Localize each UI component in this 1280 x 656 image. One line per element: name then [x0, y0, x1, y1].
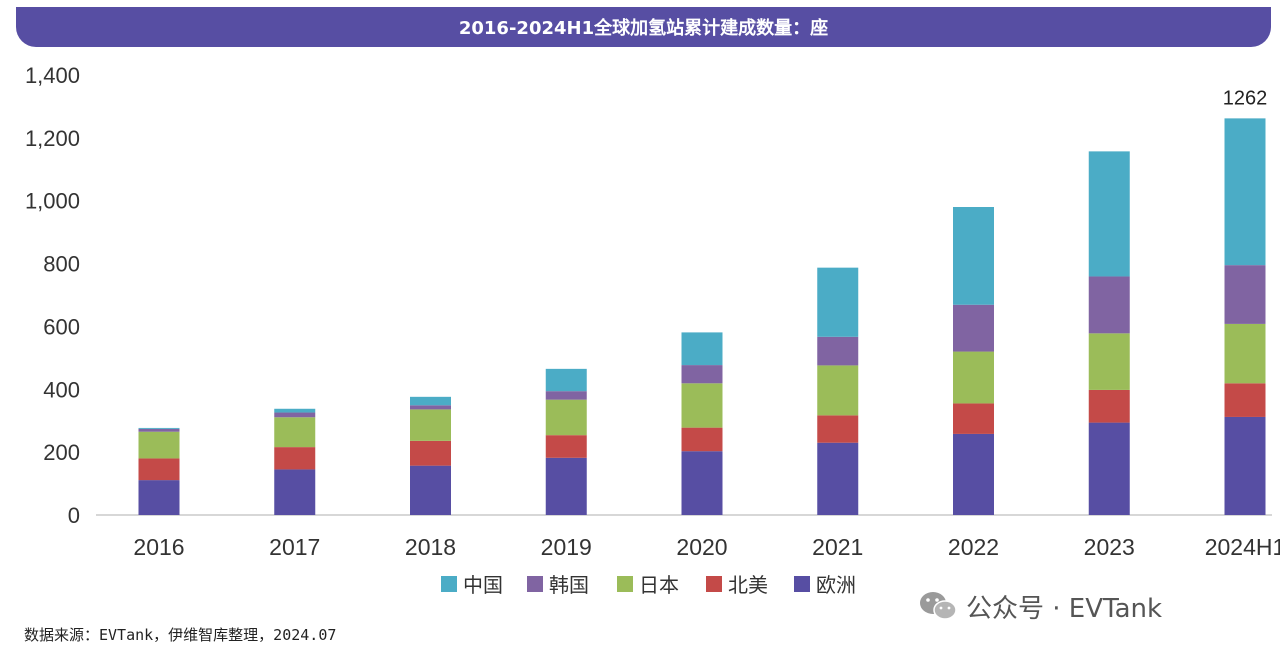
y-tick-label: 400: [43, 377, 80, 402]
bar-segment: [138, 480, 180, 515]
bar-segment: [817, 365, 859, 416]
x-tick-label: 2021: [812, 534, 863, 560]
bar-segment: [1224, 323, 1266, 384]
bar-segment: [410, 405, 451, 410]
x-tick-label: 2019: [541, 534, 592, 560]
y-tick-label: 1,000: [25, 189, 80, 214]
bar-segment: [1224, 416, 1266, 515]
legend-swatch: [706, 576, 722, 592]
bar-segment: [138, 431, 180, 459]
bar-segment: [681, 451, 723, 515]
bar-segment: [274, 417, 316, 448]
chart-title: 2016-2024H1全球加氢站累计建成数量：座: [16, 7, 1271, 47]
bar-segment: [410, 396, 451, 406]
bar-segment: [1088, 389, 1130, 423]
legend-label: 北美: [728, 573, 768, 597]
bar-segment: [681, 427, 723, 452]
y-tick-label: 0: [68, 503, 80, 528]
bar-segment: [817, 267, 859, 337]
bar-segment: [953, 304, 994, 352]
legend-swatch: [527, 576, 543, 592]
bar-segment: [1088, 422, 1130, 515]
bar-segment: [138, 458, 180, 481]
bar-segment: [1224, 118, 1266, 266]
bar-segment: [681, 332, 723, 366]
bar-segment: [545, 399, 587, 436]
bar-segment: [817, 415, 859, 443]
bar-segment: [274, 469, 316, 515]
bar-segment: [1088, 151, 1130, 277]
stacked-bar-chart: 0 200 400 600 800 1,000 1,200 1,400 2016 2017 2018…: [25, 63, 1280, 597]
bar-segment: [274, 447, 316, 470]
x-tick-label: 2023: [1084, 534, 1135, 560]
bar-segment: [274, 408, 316, 413]
x-tick-label: 2020: [676, 534, 727, 560]
x-tick-label: 2016: [133, 534, 184, 560]
legend-swatch: [794, 576, 810, 592]
data-label: 1262: [1223, 87, 1268, 109]
wechat-account-label: 公众号 · EVTank: [966, 593, 1163, 624]
bar-segment: [274, 412, 316, 418]
bar-segment: [953, 433, 994, 515]
x-tick-label: 2024H1: [1205, 534, 1280, 560]
bar-segment: [953, 403, 994, 434]
wechat-watermark: 公众号 · EVTank: [918, 588, 1162, 624]
bar-segment: [138, 427, 180, 429]
x-tick-label: 2017: [269, 534, 320, 560]
bar-segment: [817, 336, 859, 366]
bar-segment: [138, 428, 180, 432]
bar-segment: [1088, 333, 1130, 390]
bar-segment: [545, 457, 587, 515]
bar-segment: [681, 365, 723, 384]
legend-swatch: [617, 576, 633, 592]
wechat-icon: [920, 592, 957, 620]
y-tick-label: 200: [43, 440, 80, 465]
bar-segment: [410, 440, 451, 466]
y-tick-label: 1,400: [25, 63, 80, 88]
bar-segment: [410, 465, 451, 515]
bar-segment: [1088, 276, 1130, 334]
legend-label: 韩国: [549, 573, 589, 597]
legend-label: 日本: [639, 573, 679, 597]
data-source-note: 数据来源：EVTank，伊维智库整理，2024.07: [24, 626, 337, 644]
y-tick-label: 600: [43, 314, 80, 339]
legend-label: 欧洲: [816, 573, 856, 597]
bar-segment: [953, 207, 994, 305]
x-tick-label: 2022: [948, 534, 999, 560]
x-tick-label: 2018: [405, 534, 456, 560]
bar-segment: [817, 442, 859, 515]
bar-segment: [681, 383, 723, 428]
legend-swatch: [441, 576, 457, 592]
bar-segment: [1224, 265, 1266, 324]
y-tick-label: 800: [43, 252, 80, 277]
bar-segment: [545, 391, 587, 400]
bar-segment: [545, 435, 587, 458]
bar-segment: [1224, 383, 1266, 417]
y-tick-label: 1,200: [25, 126, 80, 151]
bar-segment: [410, 409, 451, 441]
bar-segment: [545, 368, 587, 392]
legend-label: 中国: [463, 573, 503, 597]
bar-segment: [953, 351, 994, 404]
